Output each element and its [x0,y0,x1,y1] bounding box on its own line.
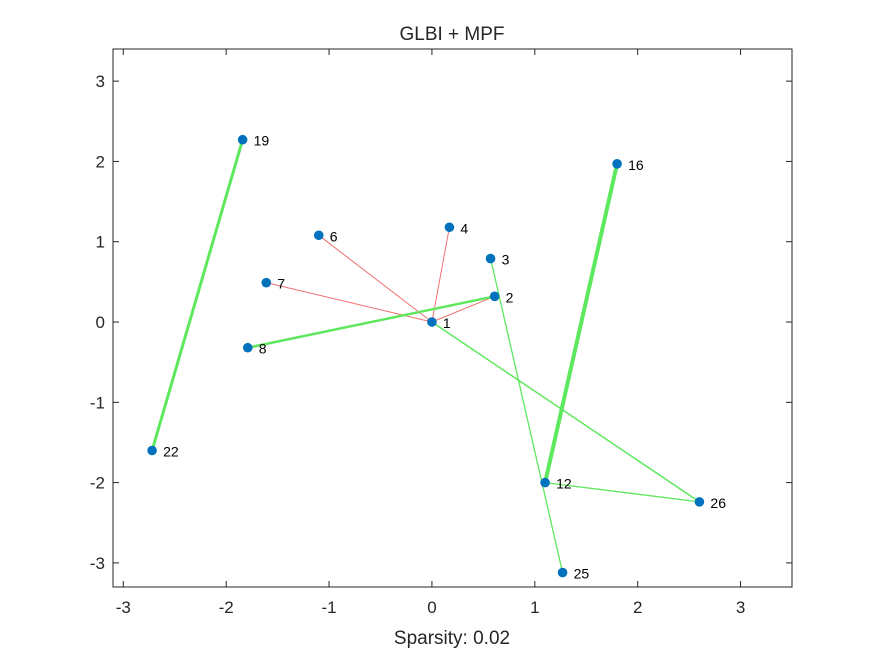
edges-layer [150,138,701,574]
node-26 [694,497,705,507]
node-label-8: 8 [259,341,267,357]
y-tick-label: 0 [96,313,105,332]
edge-3-25 [489,257,564,574]
y-tick-label: 3 [96,72,105,91]
x-tick-label: -3 [116,598,131,617]
plot-area-frame [112,48,793,588]
node-label-25: 25 [574,566,590,582]
edge-1-2 [431,295,496,323]
edge-1-26 [431,321,701,503]
node-22 [147,445,157,456]
chart-title: GLBI + MPF [399,24,504,45]
node-12 [540,477,550,488]
node-label-26: 26 [710,495,726,511]
x-tick-label: 1 [530,598,539,617]
node-label-6: 6 [330,228,338,244]
edge-1-6 [318,234,433,323]
node-label-1: 1 [443,315,451,331]
node-16 [612,159,622,169]
edge-16-12 [543,161,620,485]
node-7 [261,277,272,288]
edge-8-2 [246,295,496,349]
node-19 [237,134,248,145]
node-label-4: 4 [460,220,468,236]
node-6 [313,230,324,241]
x-tick-label: 0 [427,598,436,617]
node-label-3: 3 [502,252,510,268]
node-label-16: 16 [628,157,644,173]
x-tick-label: 3 [736,598,745,617]
y-tick-label: 2 [96,152,105,171]
x-tick-label: -2 [219,598,234,617]
x-tick-label: -1 [321,598,336,617]
node-label-19: 19 [254,133,270,149]
node-1 [427,317,437,327]
y-tick-label: -2 [90,474,105,493]
y-tick-label: -3 [90,554,105,573]
node-2 [489,291,500,302]
node-label-22: 22 [163,443,179,459]
node-label-7: 7 [277,276,285,292]
node-8 [242,342,253,353]
node-label-2: 2 [506,289,514,305]
node-4 [444,222,455,233]
y-tick-label: 1 [96,233,105,252]
node-25 [557,567,568,578]
edge-12-26 [544,481,701,503]
node-3 [485,253,496,264]
edge-1-4 [431,226,450,323]
node-label-12: 12 [556,476,572,492]
x-tick-label: 2 [633,598,642,617]
x-axis-label: Sparsity: 0.02 [394,628,510,649]
edge-19-22 [150,138,245,452]
y-tick-label: -1 [90,393,105,412]
